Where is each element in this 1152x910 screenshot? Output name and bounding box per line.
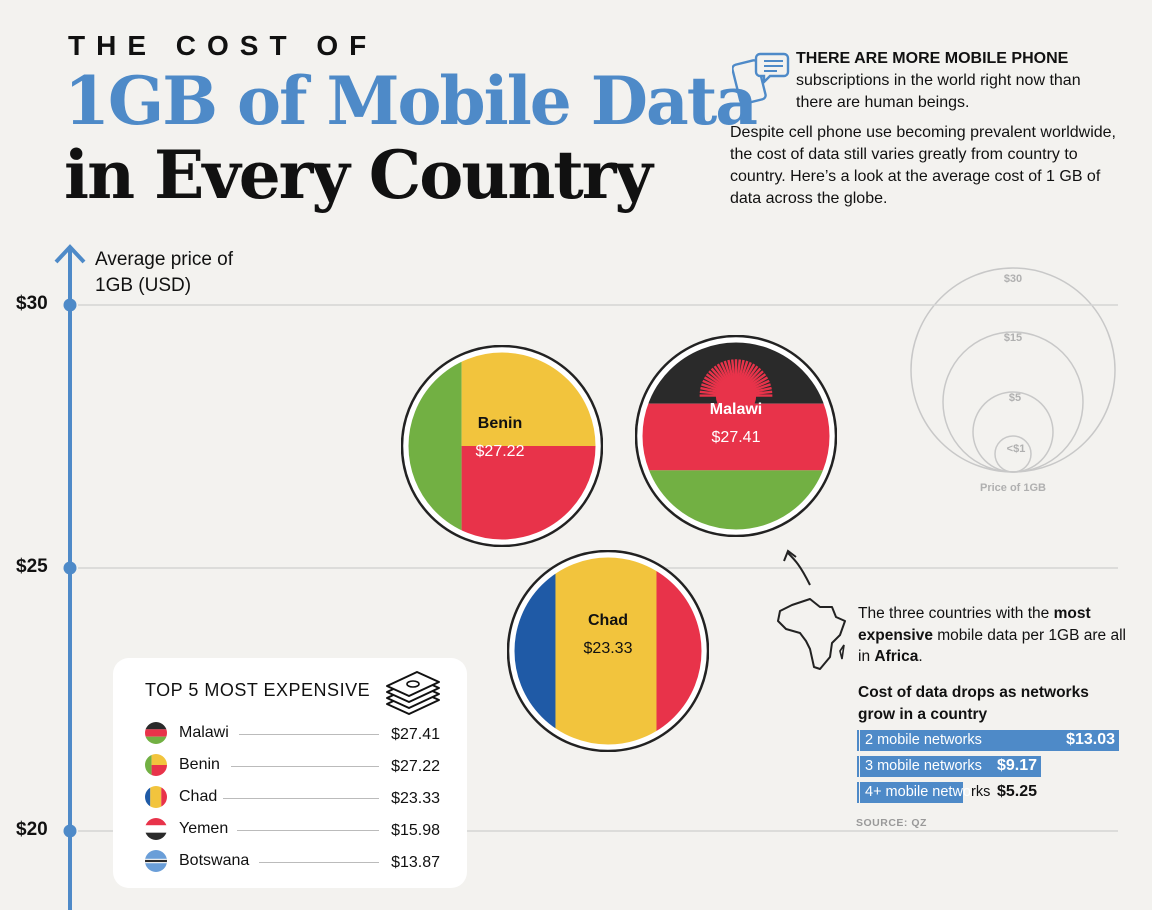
africa-note: The three countries with the most expens…: [858, 603, 1128, 668]
top5-row-name: Chad: [179, 788, 218, 805]
y-tick-label: $20: [16, 819, 48, 840]
size-legend: $30 $15 $5 <$1 Price of 1GB: [910, 267, 1116, 494]
africa-note-2: mobile data per 1GB are all in: [858, 626, 1126, 666]
network-bar-edge: [857, 756, 859, 777]
flag-botswana-icon: [145, 850, 167, 872]
network-bar-label: 2 mobile networks: [865, 732, 982, 748]
y-tick-label: $25: [16, 556, 48, 577]
network-bar-label: 3 mobile networks: [865, 758, 982, 774]
money-stack-icon: [386, 671, 440, 715]
network-bar: [860, 756, 1041, 777]
top5-row-leader: [259, 862, 379, 863]
network-bar-edge: [857, 730, 859, 751]
network-bar-value: $13.03: [1066, 731, 1115, 748]
top5-row-value: $23.33: [391, 790, 440, 807]
top5-row-name: Benin: [179, 756, 220, 773]
point-chad: Chad $23.33: [506, 549, 710, 753]
point-label: Benin: [477, 415, 523, 433]
top5-row-leader: [231, 766, 379, 767]
top5-title: TOP 5 MOST EXPENSIVE: [145, 680, 371, 700]
source-note: SOURCE: QZ: [856, 817, 927, 829]
flag-circle: [634, 334, 838, 538]
africa-note-3: .: [918, 648, 923, 665]
top5-row-name: Botswana: [179, 852, 250, 869]
top5-row-name: Malawi: [179, 724, 229, 741]
intro-body: Despite cell phone use becoming prevalen…: [730, 124, 1116, 207]
y-tick-dot: [63, 824, 77, 838]
network-bar-edge: [857, 782, 859, 803]
network-bar-label: 4+ mobile networks: [865, 784, 991, 800]
flag-malawi-icon: [145, 722, 167, 744]
legend-caption: Price of 1GB: [980, 482, 1046, 494]
africa-note-1: The three countries with the: [858, 605, 1054, 622]
phone-chat-icon: [732, 52, 790, 105]
point-value: $27.22: [475, 443, 525, 461]
flag-benin-icon: [145, 754, 167, 776]
y-tick-dot: [63, 561, 77, 575]
africa-note-bold-2: Africa: [874, 648, 919, 665]
legend-label-30: $30: [1004, 273, 1022, 285]
title-line-1: THE COST OF: [68, 30, 378, 61]
point-malawi: Malawi $27.41: [634, 334, 838, 538]
top5-card: TOP 5 MOST EXPENSIVE Malawi $27.41 Benin $…: [113, 658, 467, 888]
title-line-2: 1GB of Mobile Data: [64, 62, 758, 140]
flag-yemen-icon: [145, 818, 167, 840]
y-tick-dot: [63, 298, 77, 312]
point-label: Chad: [588, 611, 628, 629]
flag-circle: [400, 344, 604, 548]
point-value: $27.41: [711, 429, 761, 447]
y-tick-label: $30: [16, 293, 48, 314]
top5-row-value: $13.87: [391, 854, 440, 871]
network-bar: [860, 782, 963, 803]
africa-note-bold: most expensive: [858, 605, 1091, 644]
network-bar-value: $5.25: [997, 783, 1038, 800]
y-axis-title: Average price of 1GB (USD): [95, 249, 234, 296]
title-line-3: in Every Country: [64, 136, 653, 214]
top5-row-name: Yemen: [179, 820, 229, 837]
point-label: Malawi: [709, 401, 763, 419]
point-benin: Benin $27.22: [400, 344, 604, 548]
top5-row-value: $27.41: [391, 726, 440, 743]
top5-row-leader: [239, 734, 379, 735]
top5-row-leader: [223, 798, 379, 799]
networks-title: Cost of data drops as networks grow in a…: [858, 684, 1089, 723]
intro-headline: THERE ARE MORE MOBILE PHONE subscription…: [796, 48, 1116, 114]
legend-label-15: $15: [1004, 332, 1022, 344]
flag-circle: [506, 549, 710, 753]
point-value: $23.33: [583, 639, 633, 657]
top5-row-leader: [237, 830, 379, 831]
flag-chad-icon: [145, 786, 167, 808]
intro-headline-rest: subscriptions in the world right now tha…: [796, 72, 1081, 111]
legend-label-5: $5: [1009, 392, 1021, 404]
y-axis-arrow: [54, 244, 86, 264]
network-bar: [860, 730, 1119, 751]
top5-row-value: $15.98: [391, 822, 440, 839]
top5-row-value: $27.22: [391, 758, 440, 775]
legend-label-1: <$1: [1007, 443, 1026, 455]
network-bar-value: $9.17: [996, 757, 1037, 774]
africa-map-icon: [777, 549, 846, 670]
intro-headline-bold: THERE ARE MORE MOBILE PHONE: [796, 50, 1069, 67]
